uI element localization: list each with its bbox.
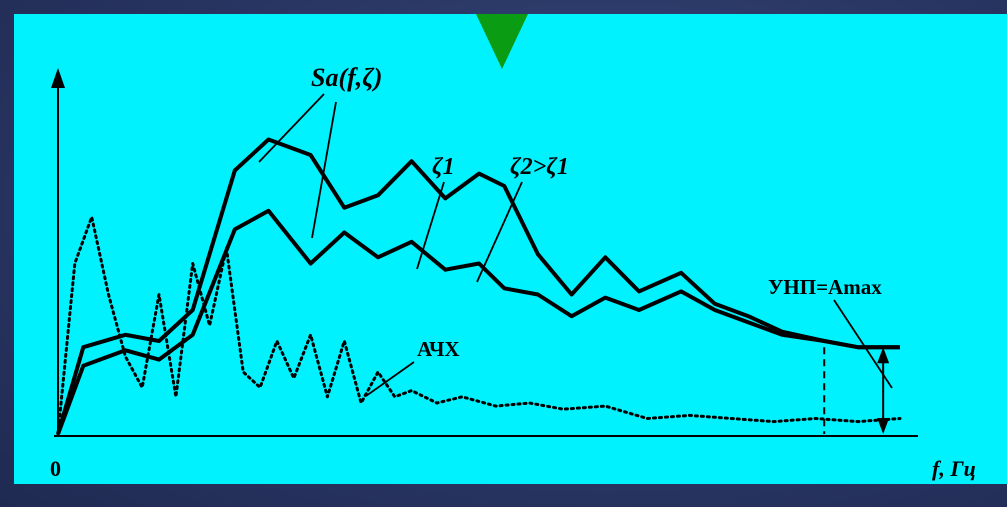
series-line-zeta2 bbox=[56, 208, 900, 435]
series-line-zeta1 bbox=[56, 137, 900, 435]
zeta2-leader-line bbox=[476, 181, 523, 283]
origin-label: 0 bbox=[50, 456, 61, 481]
achx-label: АЧХ bbox=[417, 337, 460, 361]
achx-leader-line bbox=[365, 361, 415, 397]
unp-arrow-top-icon bbox=[877, 347, 890, 364]
x-axis-label: f, Гц bbox=[932, 456, 976, 481]
down-arrow-marker-icon bbox=[476, 14, 528, 69]
unp-leader-line bbox=[833, 299, 893, 389]
zeta2-label: ζ2>ζ1 bbox=[510, 154, 569, 180]
zeta1-leader-line bbox=[416, 181, 445, 270]
unp-arrow-bottom-icon bbox=[877, 418, 890, 434]
unp-label: УНП=Amax bbox=[768, 275, 882, 299]
sa-leader-line-1 bbox=[258, 93, 325, 163]
spectrum-chart: Sa(f,ζ) ζ1 ζ2>ζ1 УНП=Amax АЧХ 0 f, Гц bbox=[50, 14, 976, 481]
series-layer bbox=[56, 137, 902, 436]
sa-leader-line-2 bbox=[311, 101, 337, 239]
y-axis-arrow-icon bbox=[51, 68, 65, 88]
sa-label: Sa(f,ζ) bbox=[311, 63, 382, 92]
chart-panel: Sa(f,ζ) ζ1 ζ2>ζ1 УНП=Amax АЧХ 0 f, Гц bbox=[14, 14, 1007, 484]
zeta1-label: ζ1 bbox=[432, 154, 455, 180]
series-line-achx bbox=[56, 215, 902, 436]
